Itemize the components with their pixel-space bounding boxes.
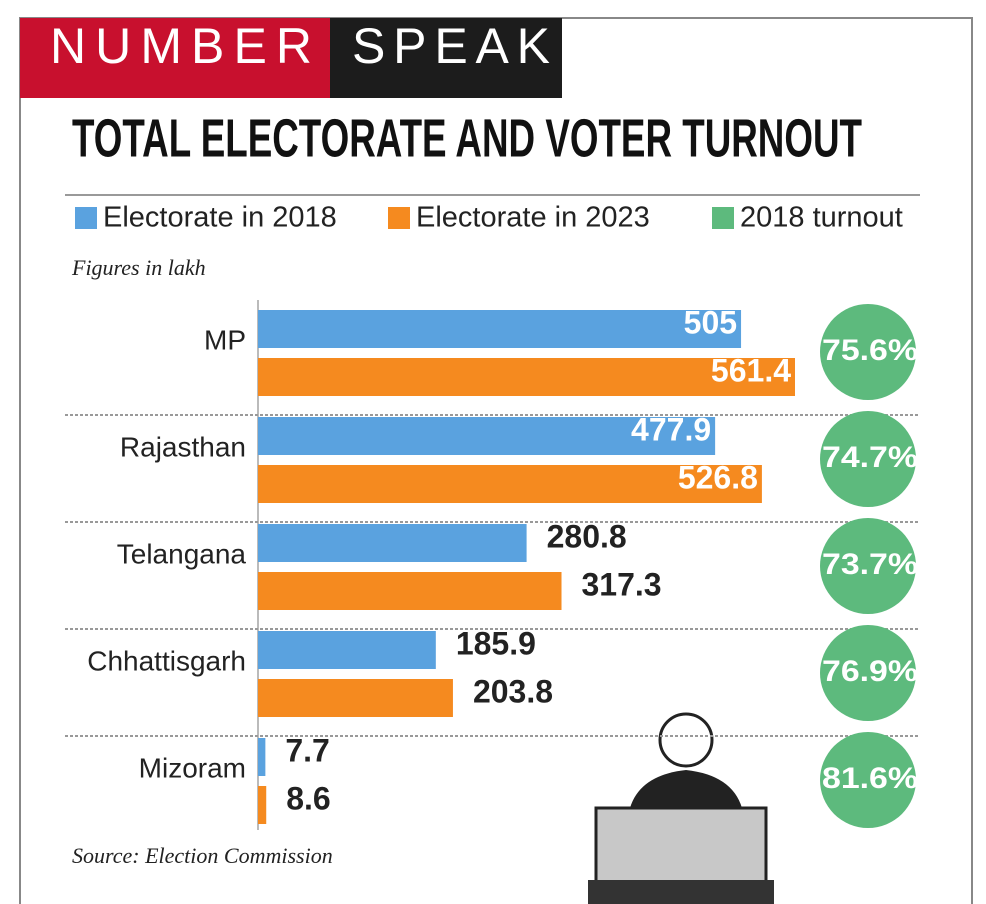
chart-title: TOTAL ELECTORATE AND VOTER TURNOUT bbox=[72, 108, 862, 168]
header-red bbox=[20, 18, 330, 98]
value-label: 7.7 bbox=[285, 732, 329, 768]
value-label: 317.3 bbox=[582, 566, 662, 602]
legend-swatch bbox=[75, 207, 97, 229]
turnout-label: 76.9% bbox=[822, 655, 918, 688]
turnout-circle bbox=[820, 625, 916, 721]
turnout-circle bbox=[820, 411, 916, 507]
turnout-label: 74.7% bbox=[822, 441, 918, 474]
bar bbox=[258, 465, 762, 503]
turnout-label: 75.6% bbox=[822, 334, 918, 367]
category-label: Rajasthan bbox=[120, 431, 246, 462]
value-label: 185.9 bbox=[456, 625, 536, 661]
turnout-circle bbox=[820, 304, 916, 400]
turnout-circle bbox=[820, 518, 916, 614]
legend-label: Electorate in 2018 bbox=[103, 202, 337, 234]
category-label: Telangana bbox=[117, 538, 247, 569]
note: Figures in lakh bbox=[71, 255, 206, 280]
value-label: 8.6 bbox=[286, 780, 330, 816]
header-right: SPEAK bbox=[352, 18, 550, 74]
value-label: 477.9 bbox=[631, 411, 711, 447]
legend-label: Electorate in 2023 bbox=[416, 202, 650, 234]
value-label: 561.4 bbox=[711, 352, 791, 388]
bar bbox=[258, 417, 716, 455]
turnout-label: 73.7% bbox=[822, 548, 918, 581]
value-label: 280.8 bbox=[547, 518, 627, 554]
source: Source: Election Commission bbox=[72, 843, 333, 868]
header-black bbox=[330, 18, 562, 98]
bar bbox=[258, 572, 562, 610]
bar bbox=[258, 738, 266, 776]
value-label: 505 bbox=[684, 304, 737, 340]
legend-swatch bbox=[712, 207, 734, 229]
value-label: 526.8 bbox=[678, 459, 758, 495]
voter-icon bbox=[588, 712, 774, 904]
bar bbox=[258, 358, 795, 396]
turnout-circle bbox=[820, 732, 916, 828]
bar bbox=[258, 310, 742, 348]
value-label: 203.8 bbox=[473, 673, 553, 709]
legend-label: 2018 turnout bbox=[740, 202, 903, 234]
category-label: MP bbox=[204, 324, 246, 355]
bar bbox=[258, 679, 453, 717]
bar bbox=[258, 631, 436, 669]
category-label: Mizoram bbox=[139, 752, 246, 783]
turnout-label: 81.6% bbox=[822, 762, 918, 795]
legend-swatch bbox=[388, 207, 410, 229]
bar bbox=[258, 786, 267, 824]
category-label: Chhattisgarh bbox=[87, 645, 246, 676]
bar bbox=[258, 524, 527, 562]
